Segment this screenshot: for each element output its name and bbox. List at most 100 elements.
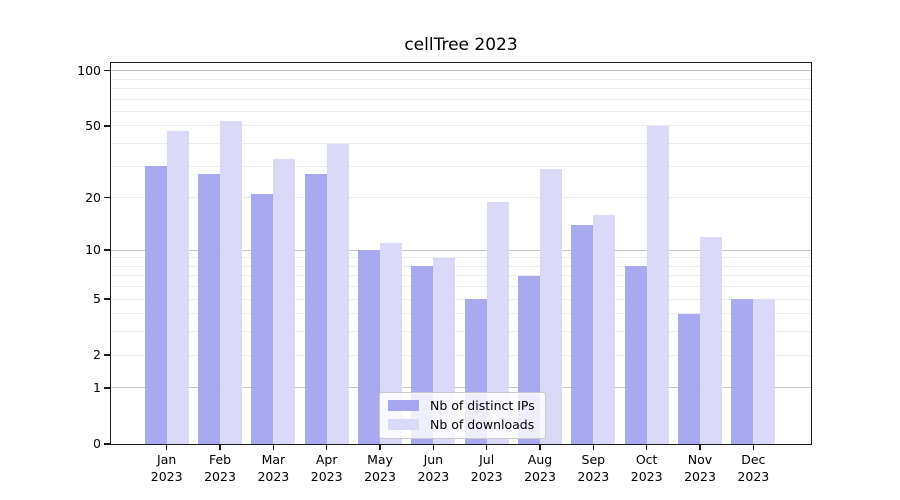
x-tick-month: Apr [315,452,338,467]
x-tick-label-jul: Jul 2023 [457,452,517,485]
x-tick-label-oct: Oct 2023 [617,452,677,485]
gridline-y-10 [111,249,811,251]
y-tick-label-10: 10 [85,242,101,257]
y-tick-mark-0 [104,443,110,445]
y-tick-label-100: 100 [77,62,101,78]
x-tick-year: 2023 [577,468,610,484]
x-tick-month: Jul [479,452,495,467]
x-tick-label-feb: Feb 2023 [190,452,250,485]
x-tick-label-aug: Aug 2023 [510,452,570,485]
x-tick-year: 2023 [524,468,556,484]
bar-downloads-mar [273,158,296,444]
y-tick-label-0: 0 [93,436,101,451]
gridline-y-100 [111,70,811,72]
y-tick-mark-5 [104,298,110,300]
x-tick-mark-jun [432,444,435,450]
x-tick-label-sep: Sep 2023 [563,452,623,485]
bar-distinct-ips-apr [304,174,327,444]
y-tick-mark-10 [104,249,110,251]
bar-downloads-jan [166,130,189,444]
x-tick-year: 2023 [150,468,183,484]
legend: Nb of distinct IPs Nb of downloads [379,392,546,439]
x-tick-label-apr: Apr 2023 [297,452,357,485]
x-tick-mark-jul [485,444,488,450]
x-tick-year: 2023 [630,468,663,484]
x-tick-month: Jun [423,452,444,467]
bar-downloads-feb [220,121,243,444]
gridline-y-70 [111,98,811,100]
gridline-y-90 [111,78,811,80]
x-tick-mark-jan [165,444,168,450]
gridline-y-5 [111,298,811,300]
bar-distinct-ips-mar [251,193,274,444]
gridline-y-4 [111,313,811,315]
legend-label-downloads: Nb of downloads [430,417,535,432]
gridline-y-7 [111,275,811,277]
gridline-y-60 [111,110,811,112]
x-tick-month: May [367,452,393,467]
x-tick-year: 2023 [364,468,396,484]
y-tick-label-1: 1 [93,379,101,395]
x-tick-label-may: May 2023 [350,452,410,485]
x-tick-year: 2023 [470,468,503,484]
bar-distinct-ips-feb [198,174,221,444]
x-tick-label-dec: Dec 2023 [723,452,783,485]
x-tick-mark-dec [752,444,755,450]
y-tick-mark-20 [104,196,110,199]
x-tick-month: Dec [741,452,766,467]
legend-swatch-downloads [388,419,419,430]
bar-downloads-jul [486,201,509,444]
legend-item-distinct-ips: Nb of distinct IPs [388,398,535,413]
y-tick-mark-100 [104,69,110,72]
y-tick-label-20: 20 [85,189,101,205]
y-tick-label-50: 50 [85,117,101,133]
x-tick-year: 2023 [204,468,236,484]
x-tick-mark-feb [219,444,221,450]
x-tick-mark-nov [699,444,701,450]
gridline-y-8 [111,265,811,267]
gridline-y-3 [111,331,811,333]
bar-downloads-nov [700,236,722,444]
plot-area [110,62,812,445]
x-tick-month: Mar [261,452,286,467]
x-tick-mark-sep [592,444,595,450]
y-tick-mark-50 [104,125,110,127]
gridline-y-50 [111,125,811,127]
x-tick-month: Jan [157,452,177,467]
y-tick-mark-2 [104,354,110,356]
y-tick-label-5: 5 [93,291,101,307]
bar-distinct-ips-sep [571,224,594,444]
x-tick-month: Sep [581,452,606,467]
bar-downloads-apr [326,143,349,444]
gridline-y-30 [111,165,811,167]
x-tick-year: 2023 [257,468,290,484]
x-tick-label-mar: Mar 2023 [243,452,303,485]
legend-item-downloads: Nb of downloads [388,417,535,432]
gridline-y-40 [111,143,811,145]
x-tick-month: Aug [527,452,553,467]
x-tick-month: Oct [635,452,658,467]
legend-label-distinct-ips: Nb of distinct IPs [430,398,535,413]
x-tick-mark-may [379,444,381,450]
gridline-y-1 [111,387,811,389]
x-tick-month: Feb [208,452,232,467]
bar-distinct-ips-may [358,250,381,444]
x-tick-year: 2023 [310,468,343,484]
gridline-y-9 [111,257,811,259]
x-tick-year: 2023 [417,468,450,484]
x-tick-year: 2023 [684,468,716,484]
bar-downloads-oct [646,125,669,444]
bar-distinct-ips-dec [731,299,754,444]
x-tick-mark-oct [645,444,648,450]
x-tick-label-jan: Jan 2023 [137,452,197,485]
bar-downloads-sep [593,214,616,444]
gridline-y-20 [111,197,811,199]
gridline-y-80 [111,87,811,89]
chart-title: cellTree 2023 [404,35,518,55]
bar-distinct-ips-nov [678,313,700,444]
x-tick-mark-aug [539,444,541,450]
gridline-y-6 [111,286,811,288]
x-tick-label-nov: Nov 2023 [670,452,730,485]
x-tick-month: Nov [687,452,713,467]
